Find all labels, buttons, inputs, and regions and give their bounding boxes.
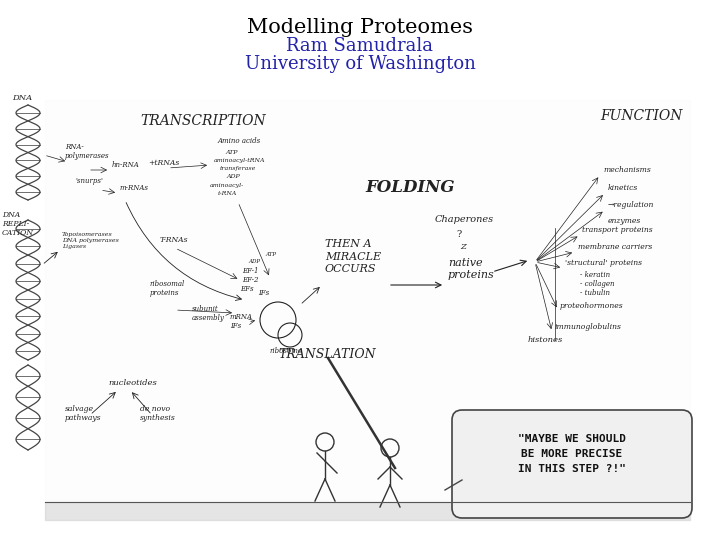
Text: ?: ? [456, 230, 462, 239]
Text: T-RNAs: T-RNAs [160, 236, 189, 244]
Text: FOLDING: FOLDING [365, 179, 454, 196]
Text: RNA-
polymerases: RNA- polymerases [65, 143, 109, 160]
Text: mechanisms: mechanisms [603, 166, 651, 174]
Text: ribosome: ribosome [270, 347, 303, 355]
Text: de novo
synthesis: de novo synthesis [140, 405, 176, 422]
Text: EF-2: EF-2 [242, 276, 258, 284]
Text: proteohormones: proteohormones [560, 302, 624, 310]
FancyBboxPatch shape [452, 410, 692, 518]
Text: - collagen: - collagen [580, 280, 614, 288]
Text: hn-RNA: hn-RNA [112, 161, 140, 169]
Text: m-RNAs: m-RNAs [120, 184, 149, 192]
Text: Topoisomerases
DNA polymerases
Ligases: Topoisomerases DNA polymerases Ligases [62, 232, 119, 249]
Text: - tubulin: - tubulin [580, 289, 610, 297]
Text: TRANSLATION: TRANSLATION [278, 348, 376, 361]
Text: 'structural' proteins: 'structural' proteins [565, 259, 642, 267]
Text: FUNCTION: FUNCTION [600, 109, 683, 123]
Text: IFs: IFs [258, 289, 269, 297]
Text: enzymes: enzymes [608, 217, 642, 225]
Text: subunit
assembly: subunit assembly [192, 305, 225, 322]
Text: ribosomal
proteins: ribosomal proteins [150, 280, 185, 297]
Text: membrane carriers: membrane carriers [578, 243, 652, 251]
Text: nucleotides: nucleotides [108, 379, 157, 387]
Text: immunoglobulins: immunoglobulins [555, 323, 622, 331]
Text: ADP: ADP [248, 259, 260, 264]
Text: EFs: EFs [240, 285, 253, 293]
Text: native
proteins: native proteins [448, 258, 495, 280]
Text: EF-1: EF-1 [242, 267, 258, 275]
Text: TRANSCRIPTION: TRANSCRIPTION [140, 114, 266, 128]
Text: mRNA
IFs: mRNA IFs [230, 313, 253, 330]
Text: Chaperones: Chaperones [435, 215, 494, 224]
Text: histones: histones [528, 336, 563, 344]
Text: ATP: ATP [225, 150, 238, 155]
Text: DNA
REPLI-
CATION: DNA REPLI- CATION [2, 211, 34, 237]
Text: transferase: transferase [220, 166, 256, 171]
Text: Amino acids: Amino acids [218, 137, 261, 145]
Text: aminoacyl-tRNA: aminoacyl-tRNA [214, 158, 266, 163]
Text: - keratin: - keratin [580, 271, 610, 279]
Text: University of Washington: University of Washington [245, 55, 475, 73]
Text: Ram Samudrala: Ram Samudrala [287, 37, 433, 55]
Text: THEN A
MIRACLE
OCCURS: THEN A MIRACLE OCCURS [325, 239, 381, 274]
Text: t-RNA: t-RNA [218, 191, 238, 196]
Text: +tRNAs: +tRNAs [148, 159, 179, 167]
Text: →regulation: →regulation [608, 201, 654, 209]
Text: 'snurps': 'snurps' [75, 177, 103, 185]
Text: "MAYBE WE SHOULD
BE MORE PRECISE
IN THIS STEP ?!": "MAYBE WE SHOULD BE MORE PRECISE IN THIS… [518, 434, 626, 474]
Text: ADP: ADP [226, 174, 240, 179]
Text: kinetics: kinetics [608, 184, 638, 192]
Text: DNA: DNA [12, 94, 32, 102]
Text: Modelling Proteomes: Modelling Proteomes [247, 18, 473, 37]
Text: Z: Z [460, 243, 466, 251]
Text: aminoacyl-: aminoacyl- [210, 183, 244, 188]
Text: transport proteins: transport proteins [582, 226, 652, 234]
Text: salvage
pathways: salvage pathways [65, 405, 102, 422]
Text: ATP: ATP [265, 252, 276, 257]
